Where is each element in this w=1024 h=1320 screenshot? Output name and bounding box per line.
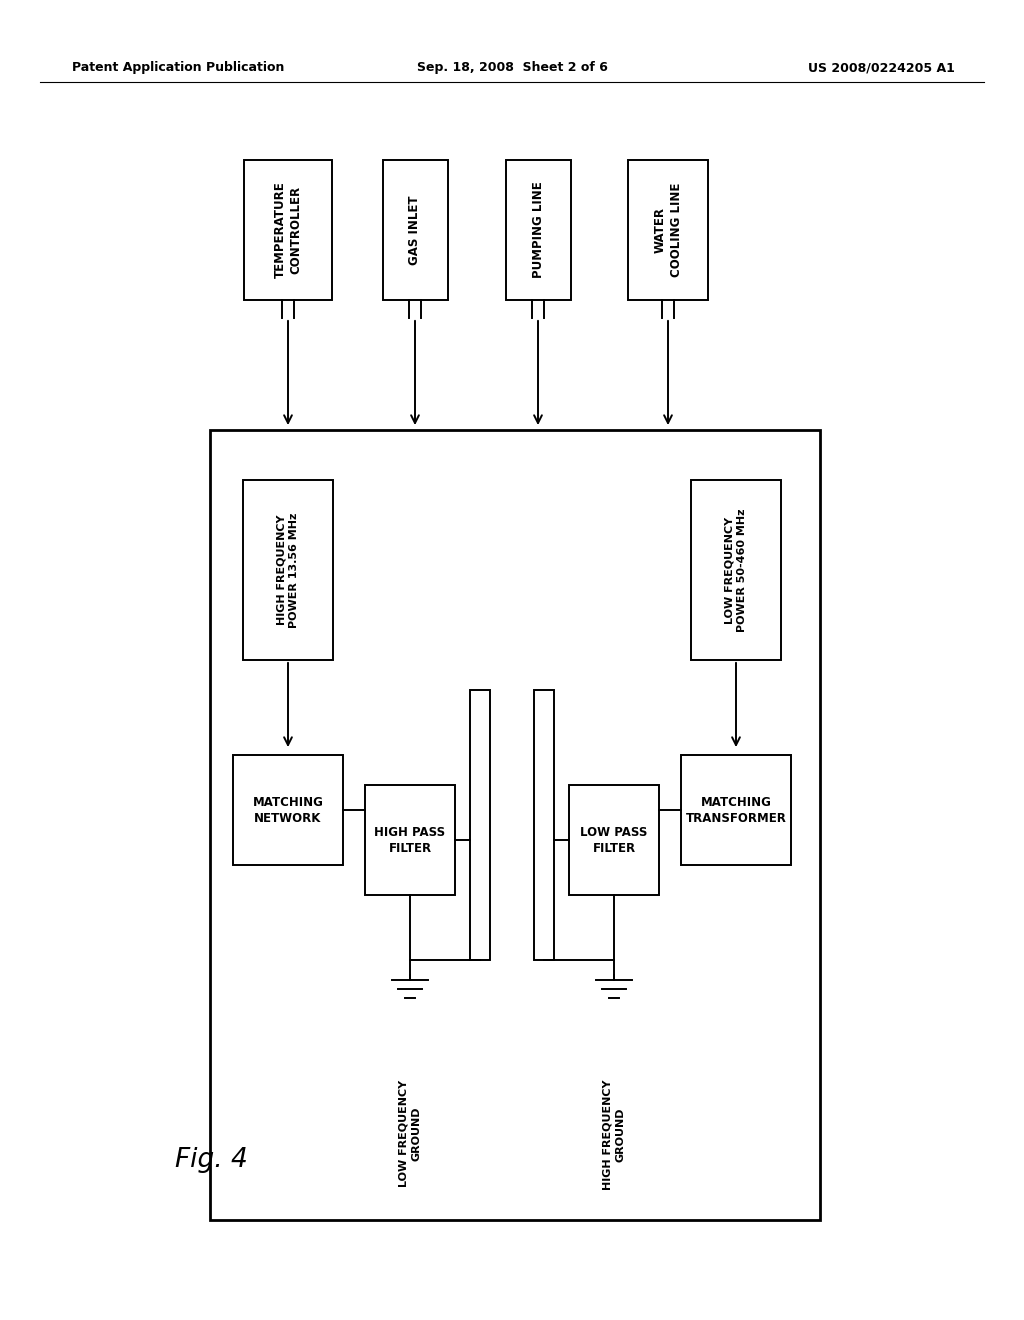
Text: Patent Application Publication: Patent Application Publication: [72, 62, 285, 74]
Text: HIGH PASS
FILTER: HIGH PASS FILTER: [375, 825, 445, 854]
Text: LOW FREQUENCY
POWER 50-460 MHz: LOW FREQUENCY POWER 50-460 MHz: [725, 508, 748, 632]
Bar: [243, 480, 333, 660]
Bar: [365, 785, 455, 895]
Text: PUMPING LINE: PUMPING LINE: [531, 182, 545, 279]
Text: GAS INLET: GAS INLET: [409, 195, 422, 265]
Text: LOW PASS
FILTER: LOW PASS FILTER: [581, 825, 648, 854]
Text: LOW FREQUENCY
GROUND: LOW FREQUENCY GROUND: [398, 1080, 421, 1187]
Text: TEMPERATURE
CONTROLLER: TEMPERATURE CONTROLLER: [273, 182, 302, 279]
Bar: [244, 160, 332, 300]
Text: Fig. 4: Fig. 4: [175, 1147, 248, 1173]
Bar: [534, 690, 554, 960]
Bar: [691, 480, 781, 660]
Bar: [569, 785, 659, 895]
Text: US 2008/0224205 A1: US 2008/0224205 A1: [808, 62, 955, 74]
Bar: [628, 160, 708, 300]
Text: HIGH FREQUENCY
GROUND: HIGH FREQUENCY GROUND: [603, 1080, 626, 1191]
Bar: [506, 160, 570, 300]
Bar: [681, 755, 791, 865]
Text: HIGH FREQUENCY
POWER 13.56 MHz: HIGH FREQUENCY POWER 13.56 MHz: [276, 512, 299, 628]
Bar: [383, 160, 447, 300]
Bar: [233, 755, 343, 865]
Bar: [210, 430, 820, 1220]
Bar: [470, 690, 490, 960]
Text: Sep. 18, 2008  Sheet 2 of 6: Sep. 18, 2008 Sheet 2 of 6: [417, 62, 607, 74]
Text: MATCHING
TRANSFORMER: MATCHING TRANSFORMER: [685, 796, 786, 825]
Text: WATER
COOLING LINE: WATER COOLING LINE: [653, 182, 683, 277]
Text: MATCHING
NETWORK: MATCHING NETWORK: [253, 796, 324, 825]
